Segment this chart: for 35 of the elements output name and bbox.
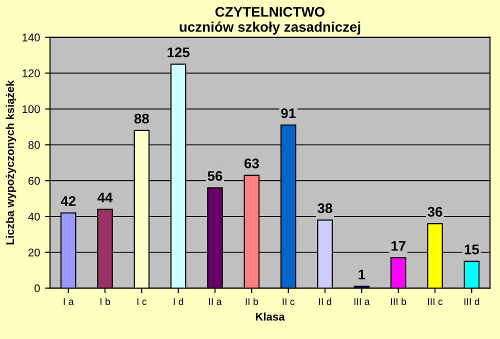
y-tick-label: 20	[28, 248, 40, 256]
y-tick-label: 60	[28, 176, 40, 185]
data-label: 63	[244, 158, 259, 168]
x-axis-title: Klasa	[256, 312, 285, 321]
data-label: 15	[464, 244, 480, 254]
x-tick-label: III c	[428, 298, 443, 306]
x-tick-label: I c	[137, 298, 147, 306]
data-label: 125	[168, 47, 190, 58]
x-tick-label: I b	[100, 298, 110, 306]
x-tick-label: II c	[282, 298, 295, 306]
x-tick-label: III d	[464, 298, 480, 306]
data-label: 42	[60, 196, 76, 206]
data-label: 1	[358, 270, 366, 280]
y-tick-label: 40	[28, 212, 40, 221]
data-label: 91	[281, 108, 296, 118]
x-tick-label: I d	[174, 298, 184, 306]
y-tick-label: 80	[28, 141, 40, 149]
x-tick-label: III a	[354, 298, 370, 306]
data-label: 56	[208, 171, 222, 181]
data-label: 17	[391, 241, 406, 251]
data-label: 38	[318, 203, 332, 214]
x-tick-label: III b	[391, 298, 406, 306]
data-label: 88	[134, 114, 149, 124]
x-tick-label: II d	[319, 298, 332, 306]
chart-title: CZYTELNICTWO uczniów szkoły zasadniczej	[180, 6, 360, 35]
x-tick-label: II b	[246, 298, 258, 306]
y-axis-title: Liczba wypożyczonych książek	[6, 80, 16, 244]
x-tick-label: II a	[209, 298, 222, 306]
y-tick-label: 120	[22, 69, 40, 78]
y-tick-label: 100	[22, 105, 40, 114]
x-tick-label: I a	[64, 298, 74, 306]
y-tick-label: 0	[34, 284, 40, 292]
y-tick-label: 140	[22, 34, 40, 42]
data-label: 44	[97, 192, 113, 202]
data-label: 36	[428, 206, 442, 217]
